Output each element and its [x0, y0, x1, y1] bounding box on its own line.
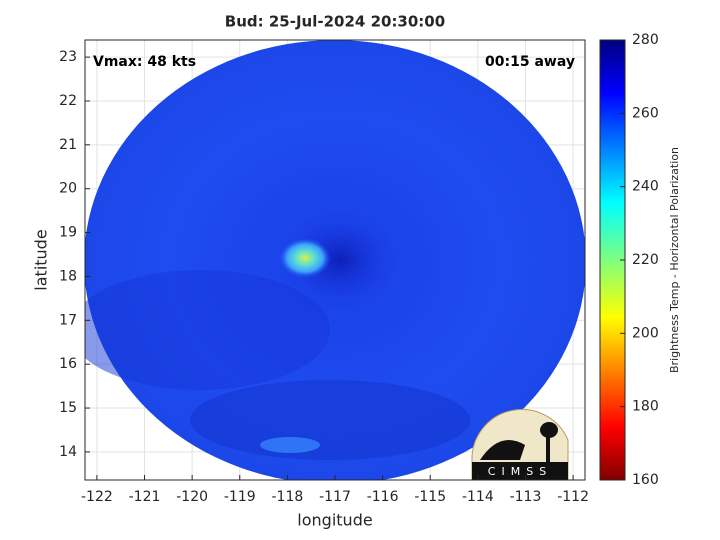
satellite-image: [85, 40, 585, 480]
annotation: 00:15 away: [485, 54, 575, 70]
x-tick-label: -119: [224, 489, 256, 505]
y-tick-label: 15: [59, 400, 77, 416]
colorbar-tick-label: 200: [632, 325, 659, 341]
x-tick-label: -118: [271, 489, 303, 505]
x-axis-label: longitude: [297, 511, 372, 530]
x-tick-label: -121: [129, 489, 161, 505]
y-tick-label: 18: [59, 268, 77, 284]
x-tick-label: -115: [414, 489, 446, 505]
colorbar-tick-label: 280: [632, 32, 659, 48]
y-tick-label: 19: [59, 225, 77, 241]
y-tick-label: 21: [59, 137, 77, 153]
y-tick-label: 17: [59, 312, 77, 328]
x-tick-label: -113: [510, 489, 542, 505]
logo: CIMSS: [471, 408, 569, 481]
colorbar-tick-label: 260: [632, 105, 659, 121]
colorbar-tick-label: 180: [632, 399, 659, 415]
colorbar-tick-label: 240: [632, 179, 659, 195]
y-tick-label: 16: [59, 356, 77, 372]
x-tick-label: -120: [176, 489, 208, 505]
x-tick-label: -117: [319, 489, 351, 505]
y-tick-label: 22: [59, 93, 77, 109]
colorbar-label: Brightness Temp - Horizontal Polarizatio…: [668, 147, 681, 373]
y-axis-label: latitude: [32, 229, 51, 290]
x-tick-label: -116: [367, 489, 399, 505]
colorbar-tick-label: 220: [632, 252, 659, 268]
annotation: Vmax: 48 kts: [93, 54, 196, 70]
colorbar-tick-label: 160: [632, 472, 659, 488]
y-tick-label: 23: [59, 49, 77, 65]
y-tick-label: 20: [59, 181, 77, 197]
y-tick-label: 14: [59, 444, 77, 460]
chart-title: Bud: 25-Jul-2024 20:30:00: [225, 13, 445, 31]
x-tick-label: -112: [557, 489, 589, 505]
logo-text: CIMSS: [488, 465, 552, 478]
x-tick-label: -122: [81, 489, 113, 505]
x-tick-label: -114: [462, 489, 494, 505]
